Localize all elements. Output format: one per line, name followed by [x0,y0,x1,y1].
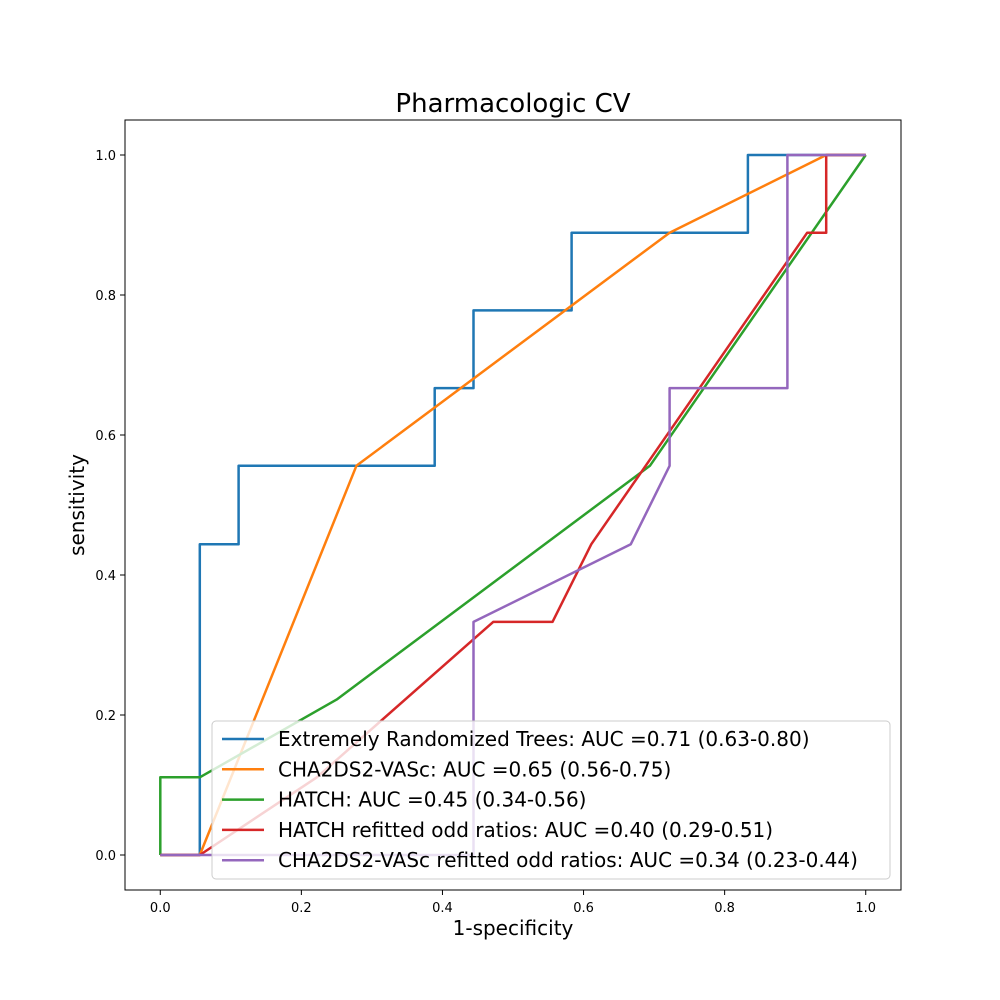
x-tick-label: 0.4 [432,901,453,916]
x-tick-label: 0.2 [291,901,312,916]
y-tick-label: 0.6 [95,429,116,444]
x-axis-label: 1-specificity [453,916,574,940]
x-tick-label: 0.8 [714,901,735,916]
y-tick-label: 0.4 [95,569,116,584]
x-tick-label: 1.0 [855,901,876,916]
chart-title: Pharmacologic CV [395,89,630,119]
y-tick-label: 0.0 [95,849,116,864]
y-tick-label: 1.0 [95,149,116,164]
legend-label-3: HATCH: AUC =0.45 (0.34-0.56) [278,788,587,812]
legend-label-4: HATCH refitted odd ratios: AUC =0.40 (0.… [278,818,773,842]
y-axis: 0.0 0.2 0.4 0.6 0.8 1.0 [95,149,125,864]
series-line-1 [160,153,866,857]
x-tick-label: 0.6 [573,901,594,916]
legend: Extremely Randomized Trees: AUC =0.71 (0… [211,720,891,880]
y-tick-label: 0.2 [95,709,116,724]
legend-label-5: CHA2DS2-VASc refitted odd ratios: AUC =0… [278,848,858,872]
y-axis-label: sensitivity [65,454,89,556]
legend-box [211,720,891,880]
legend-label-1: Extremely Randomized Trees: AUC =0.71 (0… [278,727,810,751]
legend-label-2: CHA2DS2-VASc: AUC =0.65 (0.56-0.75) [278,757,671,781]
plot-frame [124,119,902,891]
x-tick-label: 0.0 [150,901,171,916]
y-tick-label: 0.8 [95,289,116,304]
x-axis: 0.0 0.2 0.4 0.6 0.8 1.0 [150,890,876,916]
